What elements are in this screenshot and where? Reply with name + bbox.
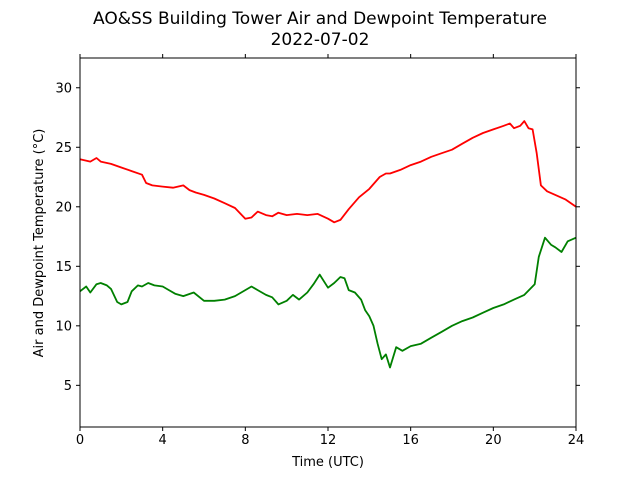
y-axis: 5 10 15 20 25 30: [55, 81, 580, 394]
y-tick-label: 5: [64, 379, 72, 394]
x-tick-label: 8: [241, 433, 249, 448]
y-axis-label: Air and Dewpoint Temperature (°C): [32, 129, 47, 358]
y-tick-label: 25: [55, 141, 72, 156]
x-axis-label: Time (UTC): [291, 455, 364, 470]
y-tick-label: 30: [55, 81, 72, 96]
series-line-0: [79, 120, 577, 224]
chart-title: AO&SS Building Tower Air and Dewpoint Te…: [93, 9, 547, 29]
x-tick-label: 16: [402, 433, 419, 448]
x-tick-label: 12: [320, 433, 337, 448]
x-axis: 0 4 8 12 16 20 24: [76, 54, 584, 448]
x-tick-label: 20: [485, 433, 502, 448]
series-layer: [79, 120, 577, 369]
x-tick-label: 24: [568, 433, 585, 448]
x-tick-label: 4: [159, 433, 167, 448]
y-tick-label: 15: [55, 260, 72, 275]
y-tick-label: 20: [55, 200, 72, 215]
series-line-1: [79, 236, 577, 369]
plot-frame: [79, 57, 577, 428]
chart-subtitle: 2022-07-02: [271, 30, 370, 50]
y-tick-label: 10: [55, 319, 72, 334]
x-tick-label: 0: [76, 433, 84, 448]
